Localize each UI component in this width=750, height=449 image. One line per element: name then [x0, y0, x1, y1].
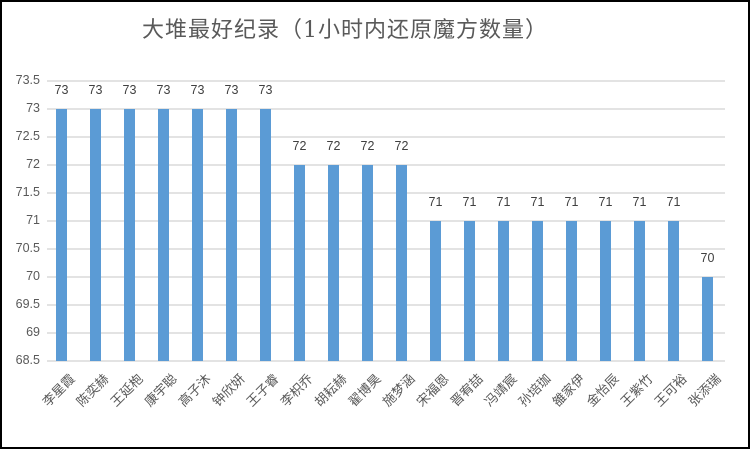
bar[interactable]	[396, 165, 407, 361]
bar[interactable]	[430, 221, 441, 361]
y-tick-label: 72.5	[15, 129, 40, 143]
plot-area: 73.5 73 72.5 72 71.5 71 70.5 70 69.5 69 68.5 73 李星霞 7…	[16, 73, 725, 410]
y-tick-label: 71.5	[15, 185, 40, 199]
bar[interactable]	[192, 109, 203, 361]
bar[interactable]	[362, 165, 373, 361]
gridline	[47, 136, 725, 138]
bar[interactable]	[90, 109, 101, 361]
data-label: 73	[156, 83, 171, 97]
data-label: 70	[700, 251, 715, 265]
gridline	[47, 80, 725, 82]
gridline	[47, 164, 725, 166]
data-label: 73	[190, 83, 205, 97]
data-label: 72	[326, 139, 341, 153]
data-label: 71	[530, 195, 545, 209]
gridline	[47, 304, 725, 306]
data-label: 71	[632, 195, 647, 209]
y-tick-label: 70	[26, 269, 40, 283]
data-label: 72	[292, 139, 307, 153]
gridline	[47, 360, 725, 362]
gridline	[47, 248, 725, 250]
gridline	[47, 332, 725, 334]
chart-title: 大堆最好纪录（1小时内还原魔方数量）	[0, 12, 750, 44]
data-label: 73	[54, 83, 69, 97]
data-label: 71	[428, 195, 443, 209]
gridline	[47, 276, 725, 278]
chart-title-text: 大堆最好纪录（1小时内还原魔方数量）	[142, 18, 548, 43]
y-tick-label: 72	[26, 157, 40, 171]
y-tick-label: 71	[26, 213, 40, 227]
bar[interactable]	[260, 109, 271, 361]
y-tick-label: 68.5	[15, 353, 40, 367]
data-label: 73	[258, 83, 273, 97]
data-label: 71	[666, 195, 681, 209]
bar[interactable]	[328, 165, 339, 361]
y-tick-label: 73.5	[15, 73, 40, 87]
bar[interactable]	[226, 109, 237, 361]
bar[interactable]	[158, 109, 169, 361]
bar[interactable]	[124, 109, 135, 361]
data-label: 71	[564, 195, 579, 209]
bar[interactable]	[668, 221, 679, 361]
bar[interactable]	[498, 221, 509, 361]
bar[interactable]	[56, 109, 67, 361]
data-label: 71	[598, 195, 613, 209]
y-tick-label: 69.5	[15, 297, 40, 311]
y-tick-label: 69	[26, 325, 40, 339]
bar[interactable]	[532, 221, 543, 361]
data-label: 73	[122, 83, 137, 97]
data-label: 72	[394, 139, 409, 153]
data-label: 72	[360, 139, 375, 153]
bar[interactable]	[294, 165, 305, 361]
gridline	[47, 108, 725, 110]
data-label: 73	[224, 83, 239, 97]
bar[interactable]	[702, 277, 713, 361]
data-label: 73	[88, 83, 103, 97]
bar[interactable]	[464, 221, 475, 361]
y-tick-label: 73	[26, 101, 40, 115]
data-label: 71	[462, 195, 477, 209]
y-tick-label: 70.5	[15, 241, 40, 255]
gridline	[47, 192, 725, 194]
bar[interactable]	[600, 221, 611, 361]
bar[interactable]	[634, 221, 645, 361]
data-label: 71	[496, 195, 511, 209]
gridline	[47, 220, 725, 222]
bar[interactable]	[566, 221, 577, 361]
